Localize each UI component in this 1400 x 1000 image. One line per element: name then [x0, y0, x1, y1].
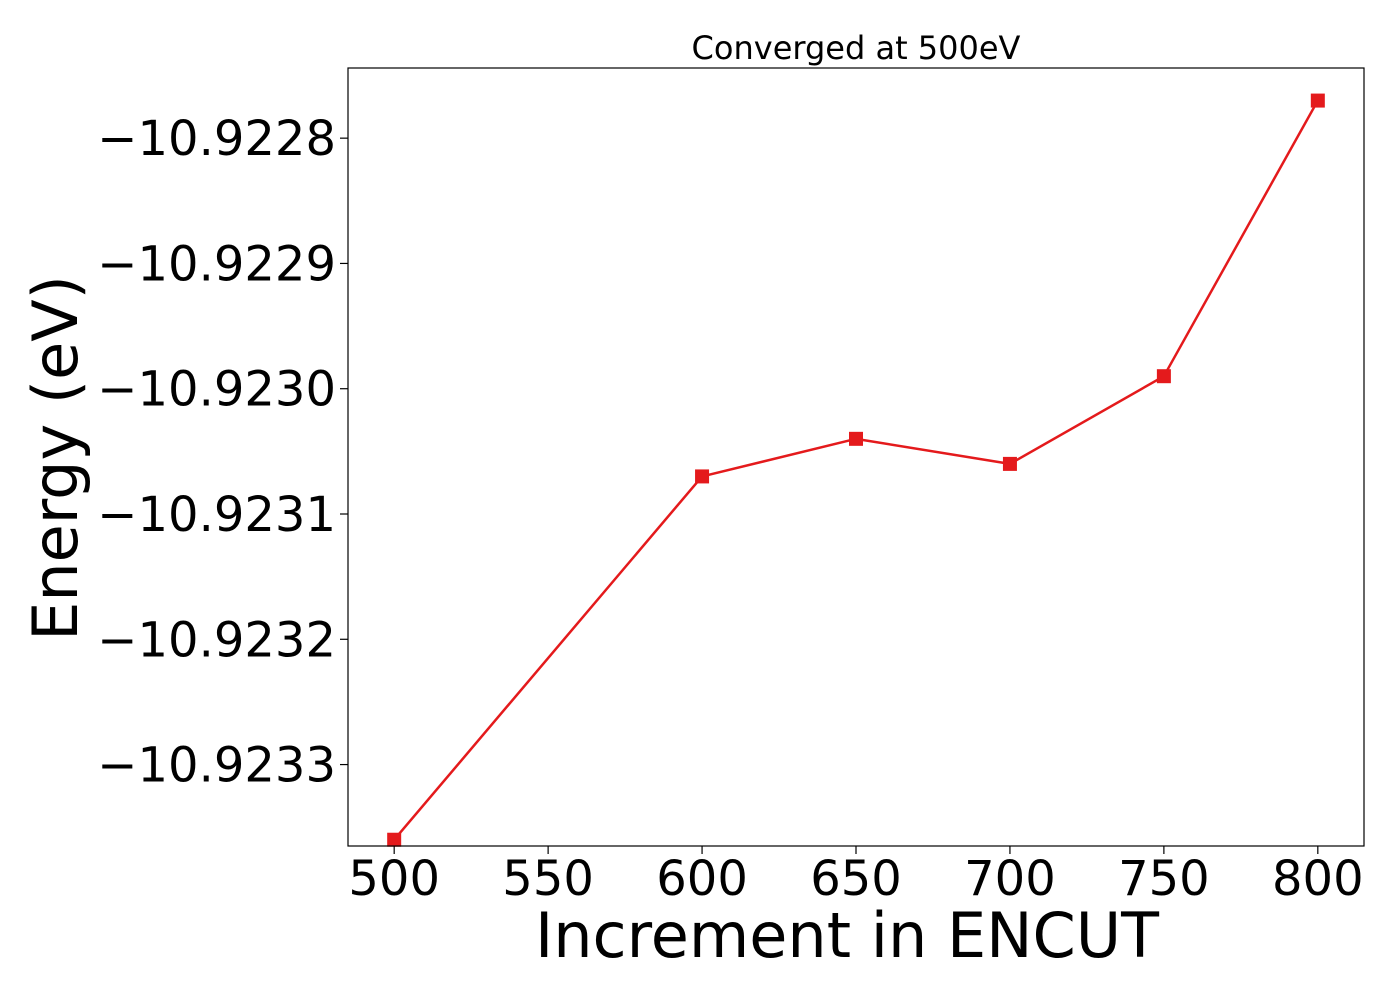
y-tick-label: −10.9230: [97, 362, 336, 418]
x-axis: 500 550 600 650 700 750 800: [348, 846, 1364, 907]
x-tick-label: 600: [656, 851, 748, 907]
y-tick-label: −10.9231: [97, 487, 336, 543]
x-tick-label: 650: [810, 851, 902, 907]
y-tick-label: −10.9229: [97, 236, 336, 292]
series-line: [393, 99, 1319, 841]
data-point-marker: [387, 832, 402, 847]
x-tick-label: 750: [1118, 851, 1210, 907]
data-point-marker: [1310, 93, 1325, 108]
y-tick-label: −10.9233: [97, 738, 336, 794]
x-tick-label: 700: [964, 851, 1056, 907]
data-point-marker: [1156, 369, 1171, 384]
y-tick-label: −10.9232: [97, 612, 336, 668]
data-point-marker: [695, 469, 710, 484]
y-tick-label: −10.9228: [97, 111, 336, 167]
plot-area: [387, 93, 1325, 847]
x-axis-label: Increment in ENCUT: [535, 899, 1160, 972]
x-tick-label: 800: [1272, 851, 1364, 907]
data-point-marker: [849, 431, 863, 446]
y-axis-label: Energy (eV): [19, 275, 92, 641]
chart-title: Converged at 500eV: [692, 29, 1021, 67]
x-tick-label: 550: [502, 851, 594, 907]
y-axis: −10.9233 −10.9232 −10.9231 −10.9230 −10.9229…: [97, 111, 348, 794]
x-tick-label: 500: [348, 851, 440, 907]
data-point-marker: [1002, 456, 1017, 471]
